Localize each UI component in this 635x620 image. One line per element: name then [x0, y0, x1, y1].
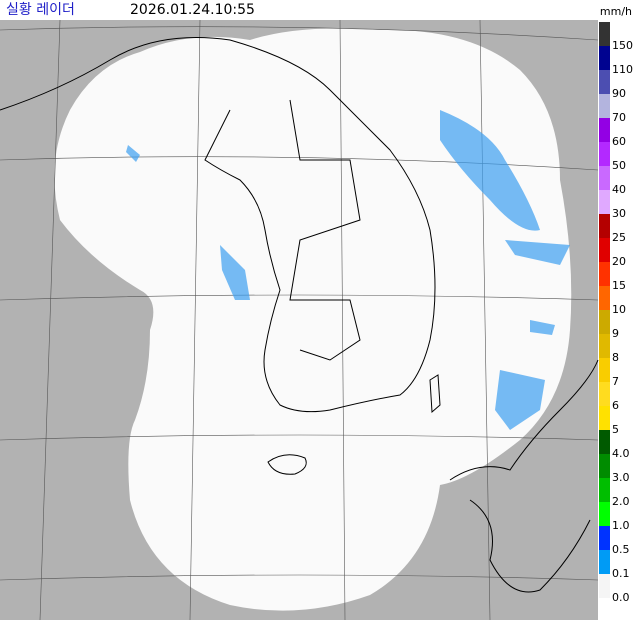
legend-label: 0.5	[612, 543, 630, 556]
legend: 150 110 90 70 60 50 40 30 25 20 15 10 9 8 7 6 5 4.0 3.0 2.0…	[599, 22, 633, 604]
legend-label: 6	[612, 399, 619, 412]
legend-label: 20	[612, 255, 626, 268]
legend-swatch	[599, 214, 610, 238]
title: 실황 레이더	[6, 2, 75, 18]
legend-label: 60	[612, 135, 626, 148]
legend-swatch	[599, 502, 610, 526]
rain-echoes	[126, 110, 570, 430]
legend-swatch	[599, 70, 610, 94]
legend-swatch	[599, 550, 610, 574]
legend-swatch	[599, 94, 610, 118]
legend-swatch	[599, 478, 610, 502]
legend-swatch	[599, 46, 610, 70]
legend-swatch	[599, 406, 610, 430]
legend-label: 90	[612, 87, 626, 100]
legend-swatch	[599, 430, 610, 454]
legend-label: 2.0	[612, 495, 630, 508]
legend-label: 0.0	[612, 591, 630, 604]
legend-label: 30	[612, 207, 626, 220]
legend-label: 8	[612, 351, 619, 364]
legend-swatch	[599, 238, 610, 262]
legend-label: 1.0	[612, 519, 630, 532]
legend-swatch	[599, 118, 610, 142]
legend-label: 70	[612, 111, 626, 124]
legend-label: 0.1	[612, 567, 630, 580]
legend-swatch	[599, 574, 610, 598]
legend-label: 9	[612, 327, 619, 340]
legend-label: 5	[612, 423, 619, 436]
legend-swatch	[599, 526, 610, 550]
radar-coverage	[54, 28, 572, 611]
legend-unit: mm/h	[600, 5, 632, 18]
legend-swatch	[599, 310, 610, 334]
legend-swatch	[599, 22, 610, 46]
legend-label: 150	[612, 39, 633, 52]
legend-swatch	[599, 166, 610, 190]
legend-label: 4.0	[612, 447, 630, 460]
timestamp: 2026.01.24.10:55	[130, 2, 255, 18]
legend-swatch	[599, 262, 610, 286]
legend-label: 3.0	[612, 471, 630, 484]
legend-swatch	[599, 286, 610, 310]
legend-swatch	[599, 358, 610, 382]
legend-swatch	[599, 190, 610, 214]
map	[0, 19, 599, 620]
legend-label: 40	[612, 183, 626, 196]
legend-swatch	[599, 334, 610, 358]
legend-label: 10	[612, 303, 626, 316]
legend-swatch	[599, 454, 610, 478]
legend-label: 7	[612, 375, 619, 388]
legend-swatch	[599, 382, 610, 406]
coastline	[0, 37, 599, 593]
legend-label: 50	[612, 159, 626, 172]
legend-label: 15	[612, 279, 626, 292]
legend-label: 25	[612, 231, 626, 244]
legend-swatch	[599, 142, 610, 166]
legend-label: 110	[612, 63, 633, 76]
